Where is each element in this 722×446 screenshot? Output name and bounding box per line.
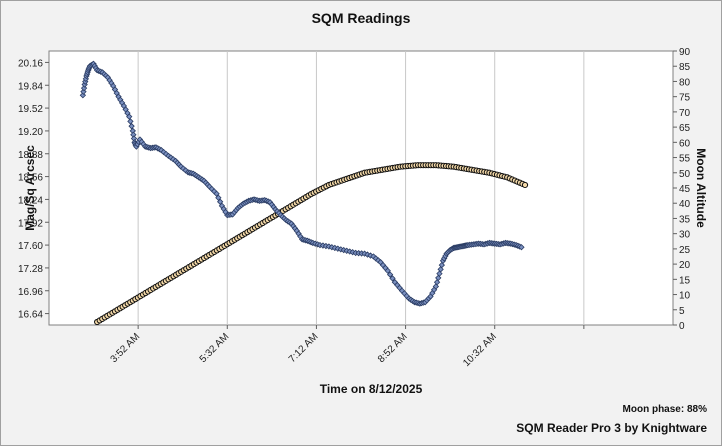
moon-altitude-point bbox=[521, 181, 529, 189]
y-tick-label: 17.60 bbox=[18, 241, 43, 252]
sqm-point bbox=[386, 271, 394, 278]
y2-tick-label: 35 bbox=[679, 214, 691, 225]
sqm-series bbox=[79, 60, 525, 307]
y2-tick-label: 70 bbox=[679, 108, 691, 119]
sqm-point bbox=[384, 267, 391, 274]
sqm-point bbox=[213, 190, 220, 197]
y2-tick-label: 40 bbox=[679, 199, 691, 210]
left-axis-ticks: 16.64 16.96 17.28 17.60 17.92 18.24 18.56 18.88… bbox=[18, 58, 49, 321]
y2-tick-label: 90 bbox=[679, 47, 691, 58]
y2-tick-label: 55 bbox=[679, 154, 691, 165]
sqm-point bbox=[216, 198, 224, 205]
y2-tick-label: 45 bbox=[679, 184, 691, 195]
chart-title: SQM Readings bbox=[311, 10, 411, 26]
y-tick-label: 18.24 bbox=[18, 195, 43, 206]
y2-axis-label: Moon Altitude bbox=[694, 148, 708, 228]
x-tick-label: 10:32 AM bbox=[461, 331, 499, 369]
y-tick-label: 16.64 bbox=[18, 310, 43, 321]
y2-tick-label: 15 bbox=[679, 275, 691, 286]
y2-tick-label: 5 bbox=[679, 306, 685, 317]
sqm-point bbox=[518, 244, 525, 251]
y-tick-label: 18.56 bbox=[18, 173, 43, 184]
y-tick-label: 18.88 bbox=[18, 150, 43, 161]
app-credit: SQM Reader Pro 3 by Knightware bbox=[516, 421, 707, 435]
moon-phase-text: Moon phase: 88% bbox=[622, 404, 707, 415]
y2-tick-label: 10 bbox=[679, 291, 691, 302]
y2-tick-label: 80 bbox=[679, 77, 691, 88]
y2-tick-label: 0 bbox=[679, 321, 685, 332]
moon-altitude-series bbox=[94, 162, 529, 326]
x-tick-label: 8:52 AM bbox=[376, 331, 410, 365]
sqm-point bbox=[126, 113, 133, 120]
plot-area bbox=[48, 50, 674, 326]
y-tick-label: 16.96 bbox=[18, 287, 43, 298]
x-tick-label: 5:32 AM bbox=[198, 331, 232, 365]
y-tick-label: 20.16 bbox=[18, 58, 43, 69]
y-tick-label: 19.52 bbox=[18, 104, 43, 115]
sqm-point bbox=[215, 194, 222, 201]
y2-tick-label: 20 bbox=[679, 260, 691, 271]
y2-tick-label: 25 bbox=[679, 245, 691, 256]
y-tick-label: 19.20 bbox=[18, 127, 43, 138]
y2-tick-label: 65 bbox=[679, 123, 691, 134]
vertical-gridlines bbox=[137, 51, 585, 325]
sqm-point bbox=[127, 118, 134, 125]
y-tick-label: 17.92 bbox=[18, 218, 43, 229]
x-axis-label: Time on 8/12/2025 bbox=[320, 382, 423, 396]
x-tick-label: 7:12 AM bbox=[287, 331, 321, 365]
y2-tick-label: 75 bbox=[679, 93, 691, 104]
x-axis-ticks: 3:52 AM 5:32 AM 7:12 AM 8:52 AM 10:32 AM bbox=[109, 325, 585, 369]
right-axis-ticks: 0 5 10 15 20 25 30 35 40 45 50 55 60 65 70 75 80 85 90 bbox=[673, 47, 691, 332]
chart-svg: 16.64 16.96 17.28 17.60 17.92 18.24 18.56 18.88… bbox=[18, 47, 708, 396]
x-tick-label: 3:52 AM bbox=[109, 331, 143, 365]
y2-tick-label: 30 bbox=[679, 230, 691, 241]
y2-tick-label: 50 bbox=[679, 169, 691, 180]
y-tick-label: 17.28 bbox=[18, 264, 43, 275]
y2-tick-label: 60 bbox=[679, 138, 691, 149]
sqm-point bbox=[389, 275, 396, 282]
sqm-point bbox=[128, 122, 135, 130]
y-axis-label: Mag/Sq Arcsec bbox=[23, 145, 37, 231]
y2-tick-label: 85 bbox=[679, 62, 691, 73]
y-tick-label: 19.84 bbox=[18, 81, 43, 92]
